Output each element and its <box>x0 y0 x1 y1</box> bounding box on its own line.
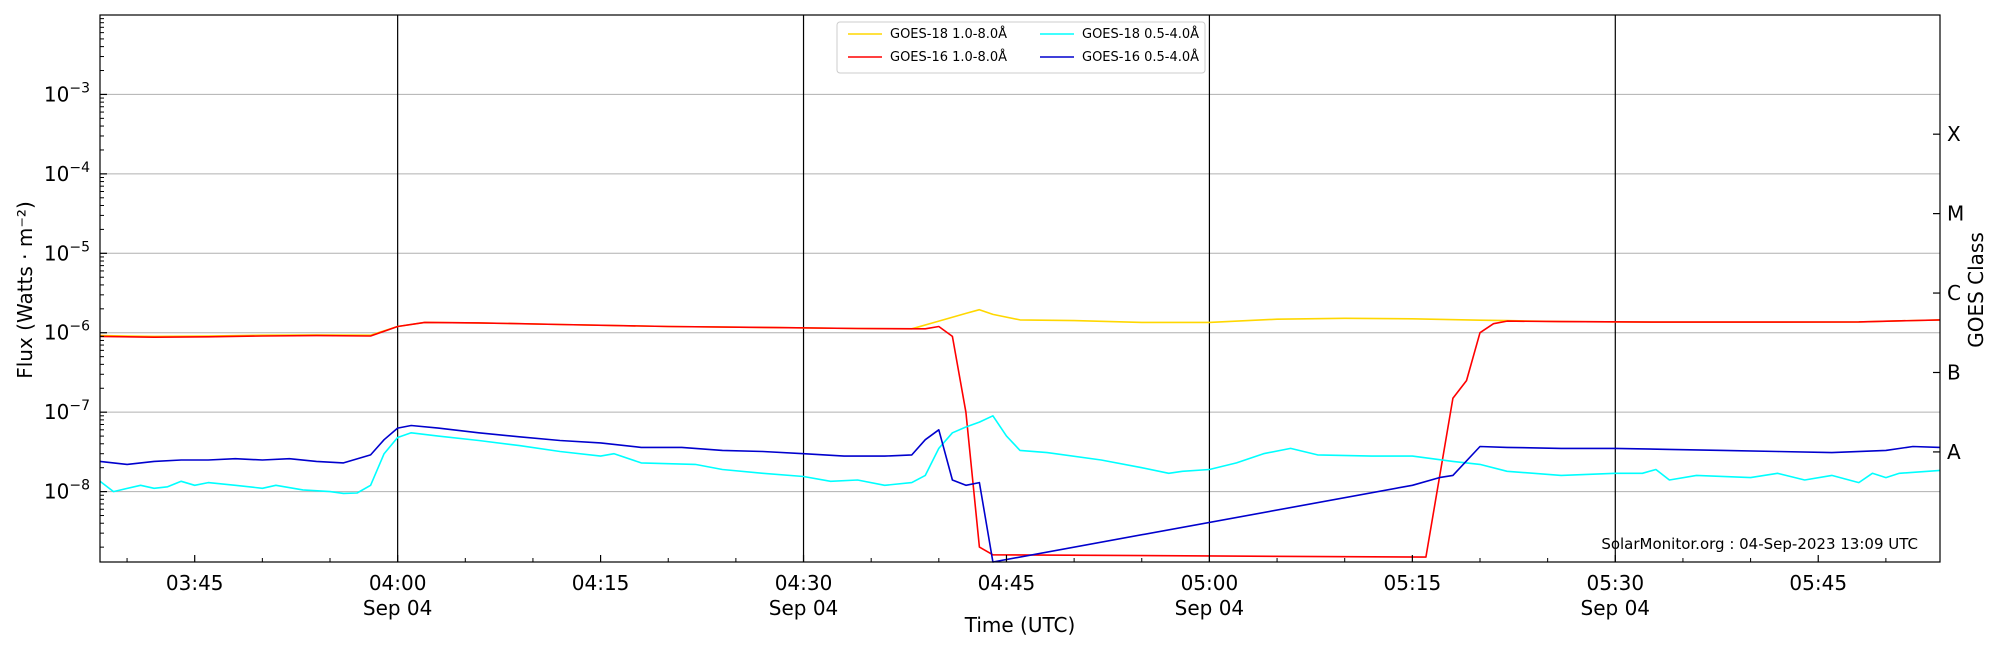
y-tick-label: 10−3 <box>44 80 90 106</box>
grid-lines <box>100 93 1940 493</box>
plot-frame <box>99 14 1941 563</box>
legend: GOES-18 1.0-8.0Å GOES-16 1.0-8.0Å GOES-18 … <box>836 21 1206 74</box>
y-axis-ticks: 10−8 10−7 10−6 10−5 10−4 10−3 <box>44 18 107 548</box>
plot-background <box>100 15 1940 562</box>
x-tick-label: 03:45 <box>166 571 224 595</box>
legend-entry-label: GOES-16 1.0-8.0Å <box>890 49 1007 65</box>
x-tick-label: 04:00 <box>369 571 427 595</box>
x-tick-date-label: Sep 04 <box>769 596 839 620</box>
y-tick-label: 10−5 <box>44 239 90 265</box>
credit-text: SolarMonitor.org : 04-Sep-2023 13:09 UTC <box>1601 535 1918 553</box>
x-tick-label: 04:30 <box>775 571 833 595</box>
legend-box <box>836 21 1206 74</box>
y-tick-label: 10−7 <box>44 398 90 424</box>
x-axis-label: Time (UTC) <box>964 613 1076 637</box>
goes-class-b: B <box>1947 360 1961 384</box>
day-boundary-lines <box>397 15 1616 562</box>
goes-class-a: A <box>1947 440 1961 464</box>
goes-class-m: M <box>1947 202 1964 226</box>
x-tick-label: 05:30 <box>1586 571 1644 595</box>
series-group <box>99 308 1941 563</box>
x-tick-date-label: Sep 04 <box>1581 596 1651 620</box>
x-tick-label: 04:45 <box>978 571 1036 595</box>
x-tick-label: 05:45 <box>1789 571 1847 595</box>
legend-entry-label: GOES-16 0.5-4.0Å <box>1082 49 1199 65</box>
goes-class-x: X <box>1947 122 1961 146</box>
legend-entry-label: GOES-18 1.0-8.0Å <box>890 26 1007 42</box>
goes-class-labels: A B C M X <box>1933 122 1964 464</box>
x-tick-label: 05:15 <box>1384 571 1442 595</box>
goes-class-c: C <box>1947 281 1961 305</box>
series-line-4 <box>99 424 1941 563</box>
y-tick-label: 10−6 <box>44 319 90 345</box>
x-tick-label: 05:00 <box>1181 571 1239 595</box>
x-tick-date-label: Sep 04 <box>363 596 433 620</box>
legend-entry-label: GOES-18 0.5-4.0Å <box>1082 26 1199 42</box>
x-tick-label: 04:15 <box>572 571 630 595</box>
y-tick-label: 10−8 <box>44 478 90 504</box>
series-line-3 <box>99 414 1941 495</box>
x-tick-date-label: Sep 04 <box>1175 596 1245 620</box>
y-axis-label: Flux (Watts · m⁻²) <box>13 201 37 379</box>
series-line-2 <box>99 319 1941 558</box>
y-axis-label-right: GOES Class <box>1964 232 1988 348</box>
y-tick-label: 10−4 <box>44 160 90 186</box>
